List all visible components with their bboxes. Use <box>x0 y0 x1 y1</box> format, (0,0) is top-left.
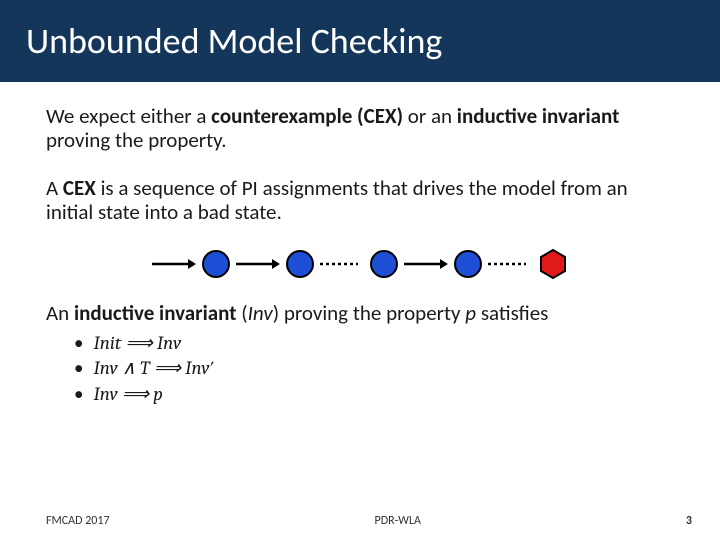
para2-strong: CEX <box>63 175 96 201</box>
bullet-icon: • <box>74 382 83 408</box>
para2-pre: A <box>46 175 63 201</box>
bullet-icon: • <box>74 356 83 382</box>
para3-p: p <box>465 300 476 326</box>
page-number: 3 <box>686 514 692 528</box>
cex-sequence-diagram <box>46 249 674 279</box>
state-node <box>454 250 482 278</box>
footer-center: PDR-WLA <box>375 514 421 528</box>
slide-content: We expect either a counterexample (CEX) … <box>0 82 720 408</box>
para2-post: is a sequence of PI assignments that dri… <box>46 175 628 225</box>
slide-title: Unbounded Model Checking <box>26 19 442 63</box>
footer-left: FMCAD 2017 <box>46 514 110 528</box>
para3-inv: Inv <box>248 300 273 326</box>
condition-property: Inv ⟹ p <box>93 382 162 408</box>
paragraph-cex-or-invariant: We expect either a counterexample (CEX) … <box>46 104 674 152</box>
arrow-solid-icon <box>404 257 448 271</box>
condition-transition: Inv ∧ T ⟹ Inv′ <box>93 356 213 382</box>
invariant-conditions-list: • Init ⟹ Inv • Inv ∧ T ⟹ Inv′ • Inv ⟹ p <box>46 331 674 408</box>
para3-mid2: ) proving the property <box>273 300 466 326</box>
list-item: • Inv ⟹ p <box>74 382 674 408</box>
para3-pre: An <box>46 300 74 326</box>
bullet-icon: • <box>74 331 83 357</box>
para3-strong: inductive invariant <box>74 300 237 326</box>
para3-post: satisfies <box>476 300 548 326</box>
list-item: • Init ⟹ Inv <box>74 331 674 357</box>
bad-state-hex <box>538 249 568 279</box>
para1-strong1: counterexample (CEX) <box>211 103 403 129</box>
title-bar: Unbounded Model Checking <box>0 0 720 82</box>
paragraph-invariant-def: An inductive invariant (Inv) proving the… <box>46 301 674 325</box>
slide-footer: FMCAD 2017 PDR-WLA 3 <box>0 514 720 528</box>
state-node <box>286 250 314 278</box>
condition-init: Init ⟹ Inv <box>93 331 181 357</box>
para1-strong2: inductive invariant <box>457 103 620 129</box>
state-node <box>370 250 398 278</box>
para1-pre: We expect either a <box>46 103 211 129</box>
arrow-dashed-icon <box>488 257 532 271</box>
arrow-solid-icon <box>236 257 280 271</box>
state-node <box>202 250 230 278</box>
para3-mid1: ( <box>237 300 248 326</box>
list-item: • Inv ∧ T ⟹ Inv′ <box>74 356 674 382</box>
para1-mid: or an <box>403 103 457 129</box>
arrow-solid-icon <box>152 257 196 271</box>
paragraph-cex-def: A CEX is a sequence of PI assignments th… <box>46 176 674 224</box>
para1-post: proving the property. <box>46 127 227 153</box>
arrow-dashed-icon <box>320 257 364 271</box>
